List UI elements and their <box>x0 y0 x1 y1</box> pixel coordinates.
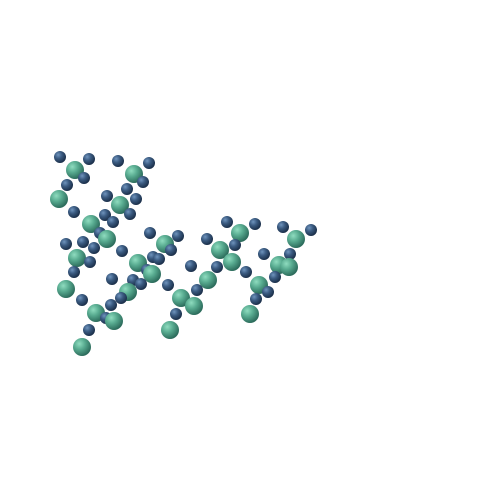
large-atom-sphere <box>231 224 249 242</box>
small-atom-sphere <box>250 293 262 305</box>
small-atom-sphere <box>135 278 147 290</box>
small-atom-sphere <box>143 157 155 169</box>
small-atom-sphere <box>262 286 274 298</box>
large-atom-sphere <box>280 258 298 276</box>
small-atom-sphere <box>76 294 88 306</box>
small-atom-sphere <box>112 155 124 167</box>
small-atom-sphere <box>191 284 203 296</box>
small-atom-sphere <box>144 227 156 239</box>
small-atom-sphere <box>284 248 296 260</box>
small-atom-sphere <box>106 273 118 285</box>
large-atom-sphere <box>57 280 75 298</box>
large-atom-sphere <box>98 230 116 248</box>
small-atom-sphere <box>130 193 142 205</box>
small-atom-sphere <box>121 183 133 195</box>
small-atom-sphere <box>258 248 270 260</box>
large-atom-sphere <box>185 297 203 315</box>
large-atom-sphere <box>199 271 217 289</box>
small-atom-sphere <box>153 253 165 265</box>
small-atom-sphere <box>221 216 233 228</box>
large-atom-sphere <box>287 230 305 248</box>
small-atom-sphere <box>68 206 80 218</box>
atom-sphere-group <box>50 151 317 356</box>
large-atom-sphere <box>143 265 161 283</box>
small-atom-sphere <box>88 242 100 254</box>
small-atom-sphere <box>83 153 95 165</box>
small-atom-sphere <box>137 176 149 188</box>
large-atom-sphere <box>73 338 91 356</box>
small-atom-sphere <box>229 239 241 251</box>
small-atom-sphere <box>305 224 317 236</box>
small-atom-sphere <box>269 271 281 283</box>
small-atom-sphere <box>172 230 184 242</box>
large-atom-sphere <box>82 215 100 233</box>
large-atom-sphere <box>105 312 123 330</box>
small-atom-sphere <box>107 216 119 228</box>
small-atom-sphere <box>240 266 252 278</box>
large-atom-sphere <box>68 249 86 267</box>
small-atom-sphere <box>115 292 127 304</box>
small-atom-sphere <box>170 308 182 320</box>
large-atom-sphere <box>161 321 179 339</box>
large-atom-sphere <box>50 190 68 208</box>
small-atom-sphere <box>277 221 289 233</box>
small-atom-sphere <box>68 266 80 278</box>
large-atom-sphere <box>211 241 229 259</box>
small-atom-sphere <box>101 190 113 202</box>
small-atom-sphere <box>78 172 90 184</box>
small-atom-sphere <box>77 236 89 248</box>
small-atom-sphere <box>211 261 223 273</box>
large-atom-sphere <box>241 305 259 323</box>
large-atom-sphere <box>111 196 129 214</box>
large-atom-sphere <box>172 289 190 307</box>
small-atom-sphere <box>61 179 73 191</box>
large-atom-sphere <box>223 253 241 271</box>
small-atom-sphere <box>83 324 95 336</box>
small-atom-sphere <box>105 299 117 311</box>
small-atom-sphere <box>84 256 96 268</box>
small-atom-sphere <box>60 238 72 250</box>
small-atom-sphere <box>185 260 197 272</box>
small-atom-sphere <box>99 209 111 221</box>
small-atom-sphere <box>162 279 174 291</box>
small-atom-sphere <box>124 208 136 220</box>
small-atom-sphere <box>116 245 128 257</box>
small-atom-sphere <box>249 218 261 230</box>
small-atom-sphere <box>54 151 66 163</box>
small-atom-sphere <box>165 244 177 256</box>
small-atom-sphere <box>201 233 213 245</box>
